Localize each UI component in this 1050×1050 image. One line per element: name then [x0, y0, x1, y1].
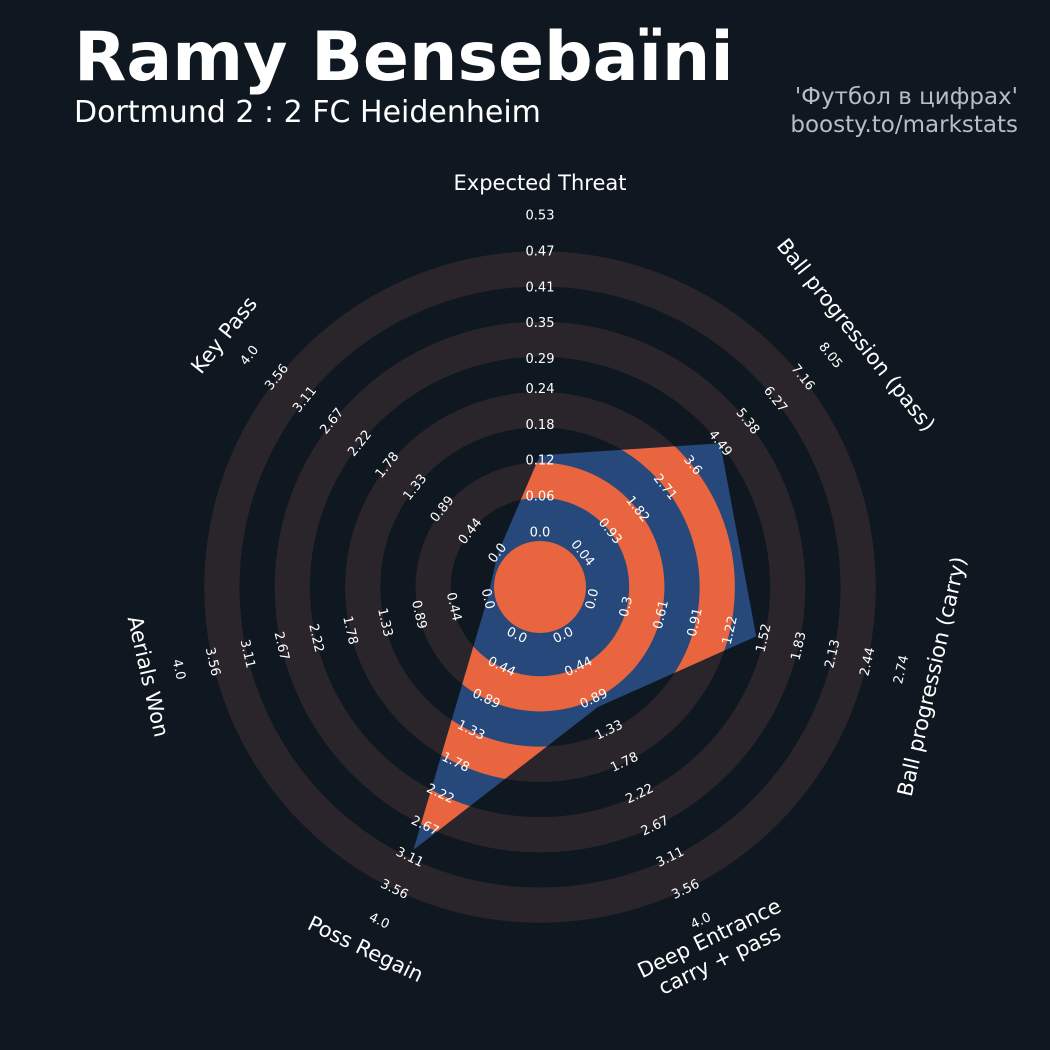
tick-label: 0.61: [651, 599, 672, 631]
chart-title: Ramy Bensebaïni: [74, 18, 734, 97]
tick-label: 0.24: [526, 382, 555, 397]
tick-label: 0.0: [583, 587, 602, 611]
tick-label: 0.06: [526, 490, 555, 505]
tick-label: 0.18: [526, 418, 555, 433]
tick-label: 3.11: [237, 638, 258, 670]
tick-label: 0.53: [526, 209, 555, 224]
tick-label: 0.47: [526, 244, 555, 259]
tick-label: 0.0: [530, 526, 551, 541]
radar-rings: [413, 443, 757, 850]
tick-label: 0.35: [526, 316, 555, 331]
axis-label: Expected Threat: [454, 171, 627, 195]
tick-label: 1.52: [754, 622, 775, 654]
axis-label: Aerials Won: [123, 614, 174, 740]
tick-label: 1.83: [789, 630, 810, 662]
axis-label: Poss Regain: [304, 911, 427, 987]
tick-label: 0.29: [526, 352, 555, 367]
tick-label: 0.3: [617, 595, 636, 619]
tick-label: 1.22: [720, 615, 741, 647]
credit: boosty.to/markstats: [790, 112, 1018, 138]
tick-label: 0.0: [478, 587, 497, 611]
tick-label: 8.05: [815, 340, 845, 372]
tick-label: 0.91: [685, 607, 706, 639]
center-circle-highlight: [494, 541, 586, 633]
tick-label: 2.13: [822, 638, 843, 670]
tick-label: 0.41: [526, 280, 555, 295]
tick-label: 3.56: [202, 646, 223, 678]
tick-label: 4.0: [169, 658, 188, 682]
tick-label: 0.44: [443, 591, 464, 623]
tick-label: 4.0: [366, 910, 391, 932]
credit: 'Футбол в цифрах': [795, 84, 1018, 110]
tick-label: 4.0: [238, 343, 263, 369]
tick-label: 0.12: [526, 454, 555, 469]
tick-label: 1.78: [339, 615, 360, 647]
tick-label: 2.22: [305, 622, 326, 654]
tick-label: 0.89: [408, 599, 429, 631]
tick-label: 2.74: [891, 654, 912, 686]
tick-label: 2.67: [271, 630, 292, 662]
tick-label: 1.33: [374, 607, 395, 639]
chart-subtitle: Dortmund 2 : 2 FC Heidenheim: [74, 95, 541, 130]
tick-label: 2.44: [857, 646, 878, 678]
